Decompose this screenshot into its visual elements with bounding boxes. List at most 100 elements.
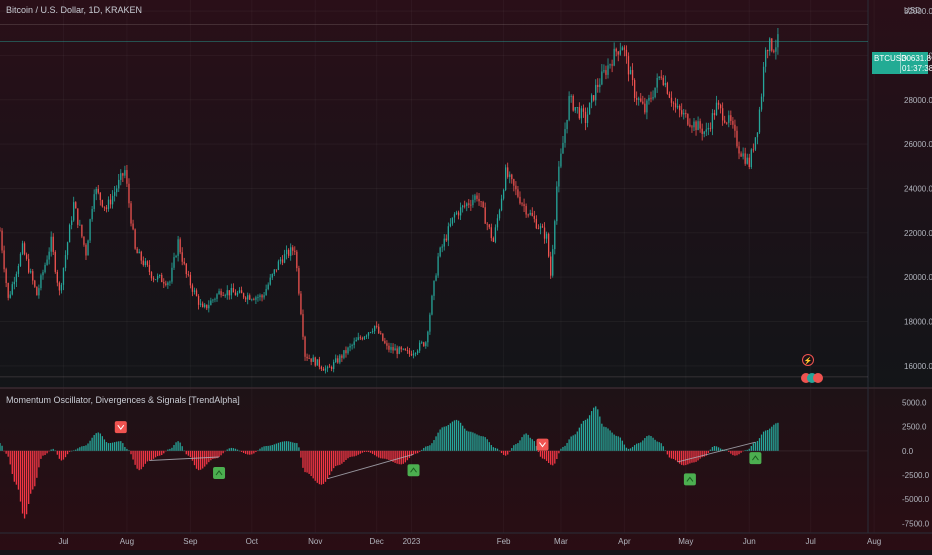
candle-up [89, 218, 91, 243]
candle-up [439, 246, 441, 258]
momentum-bar-positive [118, 441, 120, 451]
candle-up [652, 90, 654, 101]
candle-body [412, 353, 415, 356]
momentum-bar-positive [449, 423, 452, 451]
candle-up [769, 37, 771, 56]
candle-up [238, 287, 241, 294]
candle-body [384, 340, 386, 344]
candle-up [498, 208, 501, 221]
candle-body [603, 70, 605, 72]
candle-down [81, 224, 83, 239]
candle-body [367, 332, 370, 336]
candle-down [85, 243, 87, 260]
candle-up [427, 330, 429, 347]
momentum-bar-negative [384, 450, 386, 459]
candle-up [509, 171, 511, 184]
candle-body [742, 153, 744, 157]
momentum-bar-negative [333, 450, 335, 469]
candle-up [764, 47, 767, 73]
candle-down [396, 345, 398, 359]
candle-up [654, 87, 656, 99]
candle-down [457, 210, 460, 220]
candle-body [462, 205, 464, 208]
momentum-bar-negative [740, 450, 742, 453]
momentum-bar-negative [547, 450, 550, 463]
candle-body [30, 271, 32, 273]
candle-down [23, 241, 26, 256]
price-axis-tick-label: 28000.0 [904, 96, 932, 105]
candle-up [371, 328, 374, 334]
momentum-bar-positive [511, 448, 513, 451]
candle-up [697, 116, 699, 131]
candle-body [93, 194, 95, 209]
candle-body [314, 357, 316, 366]
price-tag-price: 30631.8 [902, 54, 931, 63]
momentum-bar-positive [744, 450, 746, 451]
candle-down [550, 251, 552, 279]
momentum-bar-positive [277, 442, 280, 451]
momentum-bar-negative [693, 450, 695, 463]
candle-down [615, 47, 617, 57]
candle-body [128, 183, 130, 204]
momentum-bar-positive [427, 446, 429, 451]
momentum-bar-negative [369, 450, 372, 453]
candle-down [150, 271, 153, 281]
candle-down [476, 192, 478, 202]
candle-body [68, 225, 71, 243]
candle-down [136, 246, 138, 254]
candle-up [144, 257, 146, 268]
candle-down [468, 199, 470, 209]
candle-body [707, 127, 709, 130]
candle-up [204, 302, 206, 309]
momentum-bar-negative [351, 450, 353, 457]
candle-body [25, 254, 28, 259]
momentum-bar-negative [314, 450, 316, 481]
candle-body [607, 65, 609, 75]
candle-body [179, 239, 181, 253]
candle-body [676, 105, 679, 108]
oscillator-axis-tick-label: -5000.0 [902, 495, 930, 504]
candle-body [371, 331, 374, 333]
momentum-bar-negative [300, 450, 302, 458]
candle-body [531, 212, 533, 216]
momentum-bar-positive [484, 437, 486, 451]
candle-up [574, 107, 576, 114]
momentum-bar-negative [306, 450, 308, 473]
candle-body [767, 50, 769, 52]
momentum-bar-positive [234, 448, 237, 451]
candle-up [664, 75, 666, 88]
candle-body [279, 259, 282, 262]
candle-body [251, 299, 253, 301]
momentum-bar-negative [23, 450, 26, 519]
candle-up [50, 231, 52, 257]
candle-body [132, 223, 134, 230]
candle-down [310, 358, 312, 366]
candle-down [330, 365, 333, 372]
candle-body [187, 274, 189, 275]
candle-body [144, 261, 146, 266]
candle-body [746, 157, 748, 164]
momentum-bar-positive [601, 423, 603, 451]
momentum-bar-positive [425, 446, 427, 451]
chart-title: Bitcoin / U.S. Dollar, 1D, KRAKEN [6, 5, 143, 15]
candle-up [44, 262, 46, 274]
candle-up [756, 132, 759, 145]
candle-up [562, 136, 564, 154]
candle-body [627, 56, 630, 75]
candle-up [357, 332, 359, 341]
candle-up [603, 64, 605, 74]
candle-body [347, 347, 349, 354]
candle-body [443, 238, 445, 247]
candle-up [554, 219, 556, 255]
candle-body [388, 345, 390, 350]
candle-down [140, 250, 142, 265]
candle-body [193, 290, 196, 292]
candle-body [300, 293, 302, 315]
candle-body [236, 292, 239, 296]
candle-down [308, 354, 310, 360]
candle-down [717, 100, 720, 110]
candle-up [326, 365, 329, 373]
momentum-bar-positive [605, 427, 607, 451]
